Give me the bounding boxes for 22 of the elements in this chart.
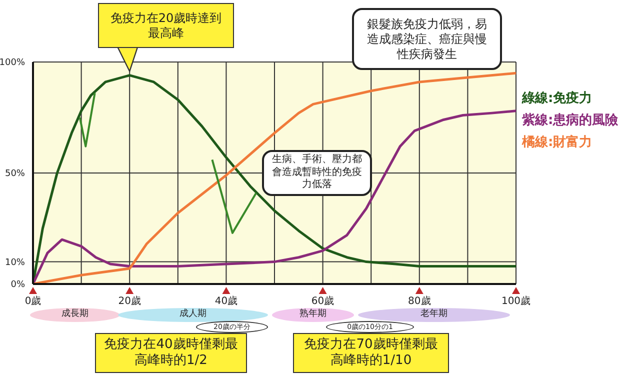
- y-tick-label: 0%: [10, 280, 26, 290]
- text: 橘線:財富力: [522, 134, 594, 152]
- y-tick-label: 50%: [4, 169, 26, 180]
- text: 銀髮族免疫力低弱，易造成感染症、癌症與慢性疾病發生: [352, 8, 502, 70]
- x-tick-label: 20歲: [118, 295, 141, 307]
- series-label: 紫線:患病的風險: [522, 112, 620, 130]
- x-tick-label: 60歲: [311, 295, 334, 307]
- y-tick-label: 100%: [0, 58, 26, 68]
- text: 綠線:免疫力: [522, 90, 594, 108]
- text: 免疫力在70歲時僅剩最高峰時的1/10: [293, 333, 449, 373]
- x-tick-label: 0歲: [24, 295, 42, 307]
- text: 成長期: [30, 308, 120, 322]
- annotation: 免疫力在20歲時達到最高峰: [98, 3, 234, 48]
- text: 老年期: [358, 308, 510, 322]
- y-tick-label: 10%: [4, 258, 26, 268]
- x-tick-label: 100歲: [501, 295, 531, 307]
- annotation: 生病、手術、壓力都會造成暫時性的免疫力低落: [262, 150, 372, 196]
- text: 熟年期: [272, 308, 354, 322]
- x-tick-label: 80歲: [408, 295, 431, 307]
- text: 成人期: [118, 308, 268, 322]
- text: 免疫力在40歲時僅剩最高峰時的1/2: [95, 333, 247, 373]
- x-tick-label: 40歲: [214, 295, 238, 307]
